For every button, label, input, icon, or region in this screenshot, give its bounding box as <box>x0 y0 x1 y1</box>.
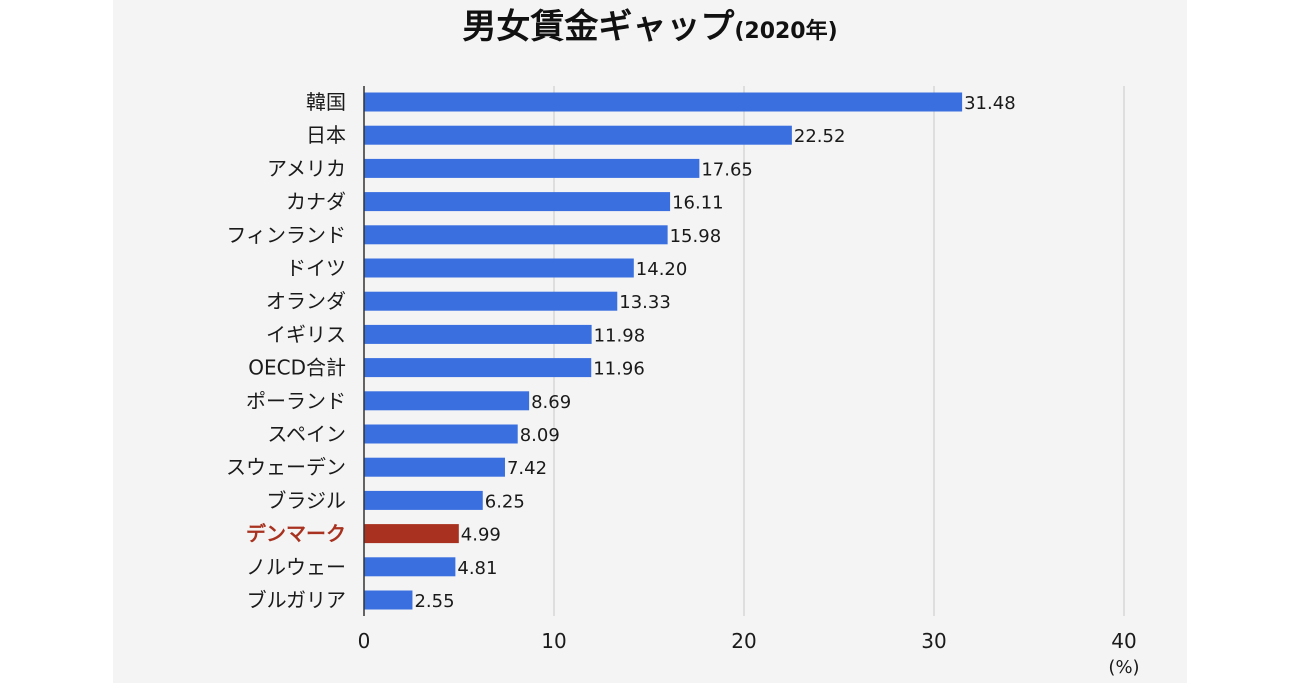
category-label: ポーランド <box>246 389 346 413</box>
category-label: ドイツ <box>286 256 346 280</box>
category-label: フィンランド <box>226 223 346 247</box>
chart-panel: 男女賃金ギャップ(2020年) 韓国日本アメリカカナダフィンランドドイツオランダ… <box>113 0 1187 683</box>
bar <box>364 192 671 212</box>
value-label: 17.65 <box>701 159 753 180</box>
value-label: 11.96 <box>593 359 645 380</box>
value-label: 14.20 <box>636 259 688 280</box>
category-label: OECD合計 <box>248 356 346 380</box>
category-label: アメリカ <box>267 156 346 180</box>
category-label: ブルガリア <box>247 588 346 612</box>
x-axis-ticks: 0 10 20 30 40 <box>358 629 1137 653</box>
value-label: 7.42 <box>507 458 547 479</box>
value-label: 4.81 <box>457 558 497 579</box>
value-label: 31.48 <box>964 93 1016 114</box>
bar <box>364 125 792 145</box>
x-tick-label: 20 <box>731 629 756 653</box>
bar <box>364 324 592 344</box>
value-label: 16.11 <box>672 193 724 214</box>
bar <box>364 225 668 245</box>
value-label: 13.33 <box>619 292 671 313</box>
value-label: 6.25 <box>485 491 525 512</box>
x-tick-label: 30 <box>921 629 946 653</box>
category-label: ブラジル <box>266 488 346 512</box>
chart-title-main: 男女賃金ギャップ <box>462 7 734 47</box>
value-label: 11.98 <box>594 325 646 346</box>
bar <box>364 358 592 378</box>
x-tick-label: 40 <box>1111 629 1136 653</box>
category-label: オランダ <box>266 289 346 313</box>
bar <box>364 92 963 112</box>
bar <box>364 258 634 278</box>
category-label: スペイン <box>267 422 346 446</box>
category-label: 日本 <box>306 123 346 147</box>
bar-highlight <box>364 524 459 544</box>
bar <box>364 490 483 510</box>
value-label: 4.99 <box>461 525 501 546</box>
category-label: イギリス <box>266 322 346 346</box>
category-label: スウェーデン <box>226 455 346 479</box>
bar <box>364 391 530 411</box>
chart-title: 男女賃金ギャップ(2020年) <box>462 7 837 47</box>
bar <box>364 590 413 610</box>
bars <box>364 92 963 610</box>
value-label: 15.98 <box>670 226 722 247</box>
x-axis-unit-label: (%) <box>1108 657 1139 678</box>
category-label-highlight: デンマーク <box>246 522 346 546</box>
value-label: 22.52 <box>794 126 846 147</box>
category-label: カナダ <box>286 190 346 214</box>
value-label: 8.09 <box>520 425 560 446</box>
bar <box>364 557 456 577</box>
bar <box>364 457 505 477</box>
bar <box>364 158 700 178</box>
category-label: 韓国 <box>306 90 346 114</box>
grid-lines <box>553 86 1125 616</box>
bar <box>364 291 618 311</box>
value-label: 8.69 <box>531 392 571 413</box>
bar-chart: 男女賃金ギャップ(2020年) 韓国日本アメリカカナダフィンランドドイツオランダ… <box>226 7 1140 678</box>
value-labels: 31.48 22.52 17.65 16.11 15.98 14.20 13.33 11.98… <box>414 93 1015 612</box>
category-label: ノルウェー <box>246 555 346 579</box>
x-tick-label: 0 <box>358 629 371 653</box>
value-label: 2.55 <box>414 591 454 612</box>
chart-title-subtitle: (2020年) <box>734 18 837 44</box>
bar <box>364 424 518 444</box>
x-tick-label: 10 <box>541 629 566 653</box>
